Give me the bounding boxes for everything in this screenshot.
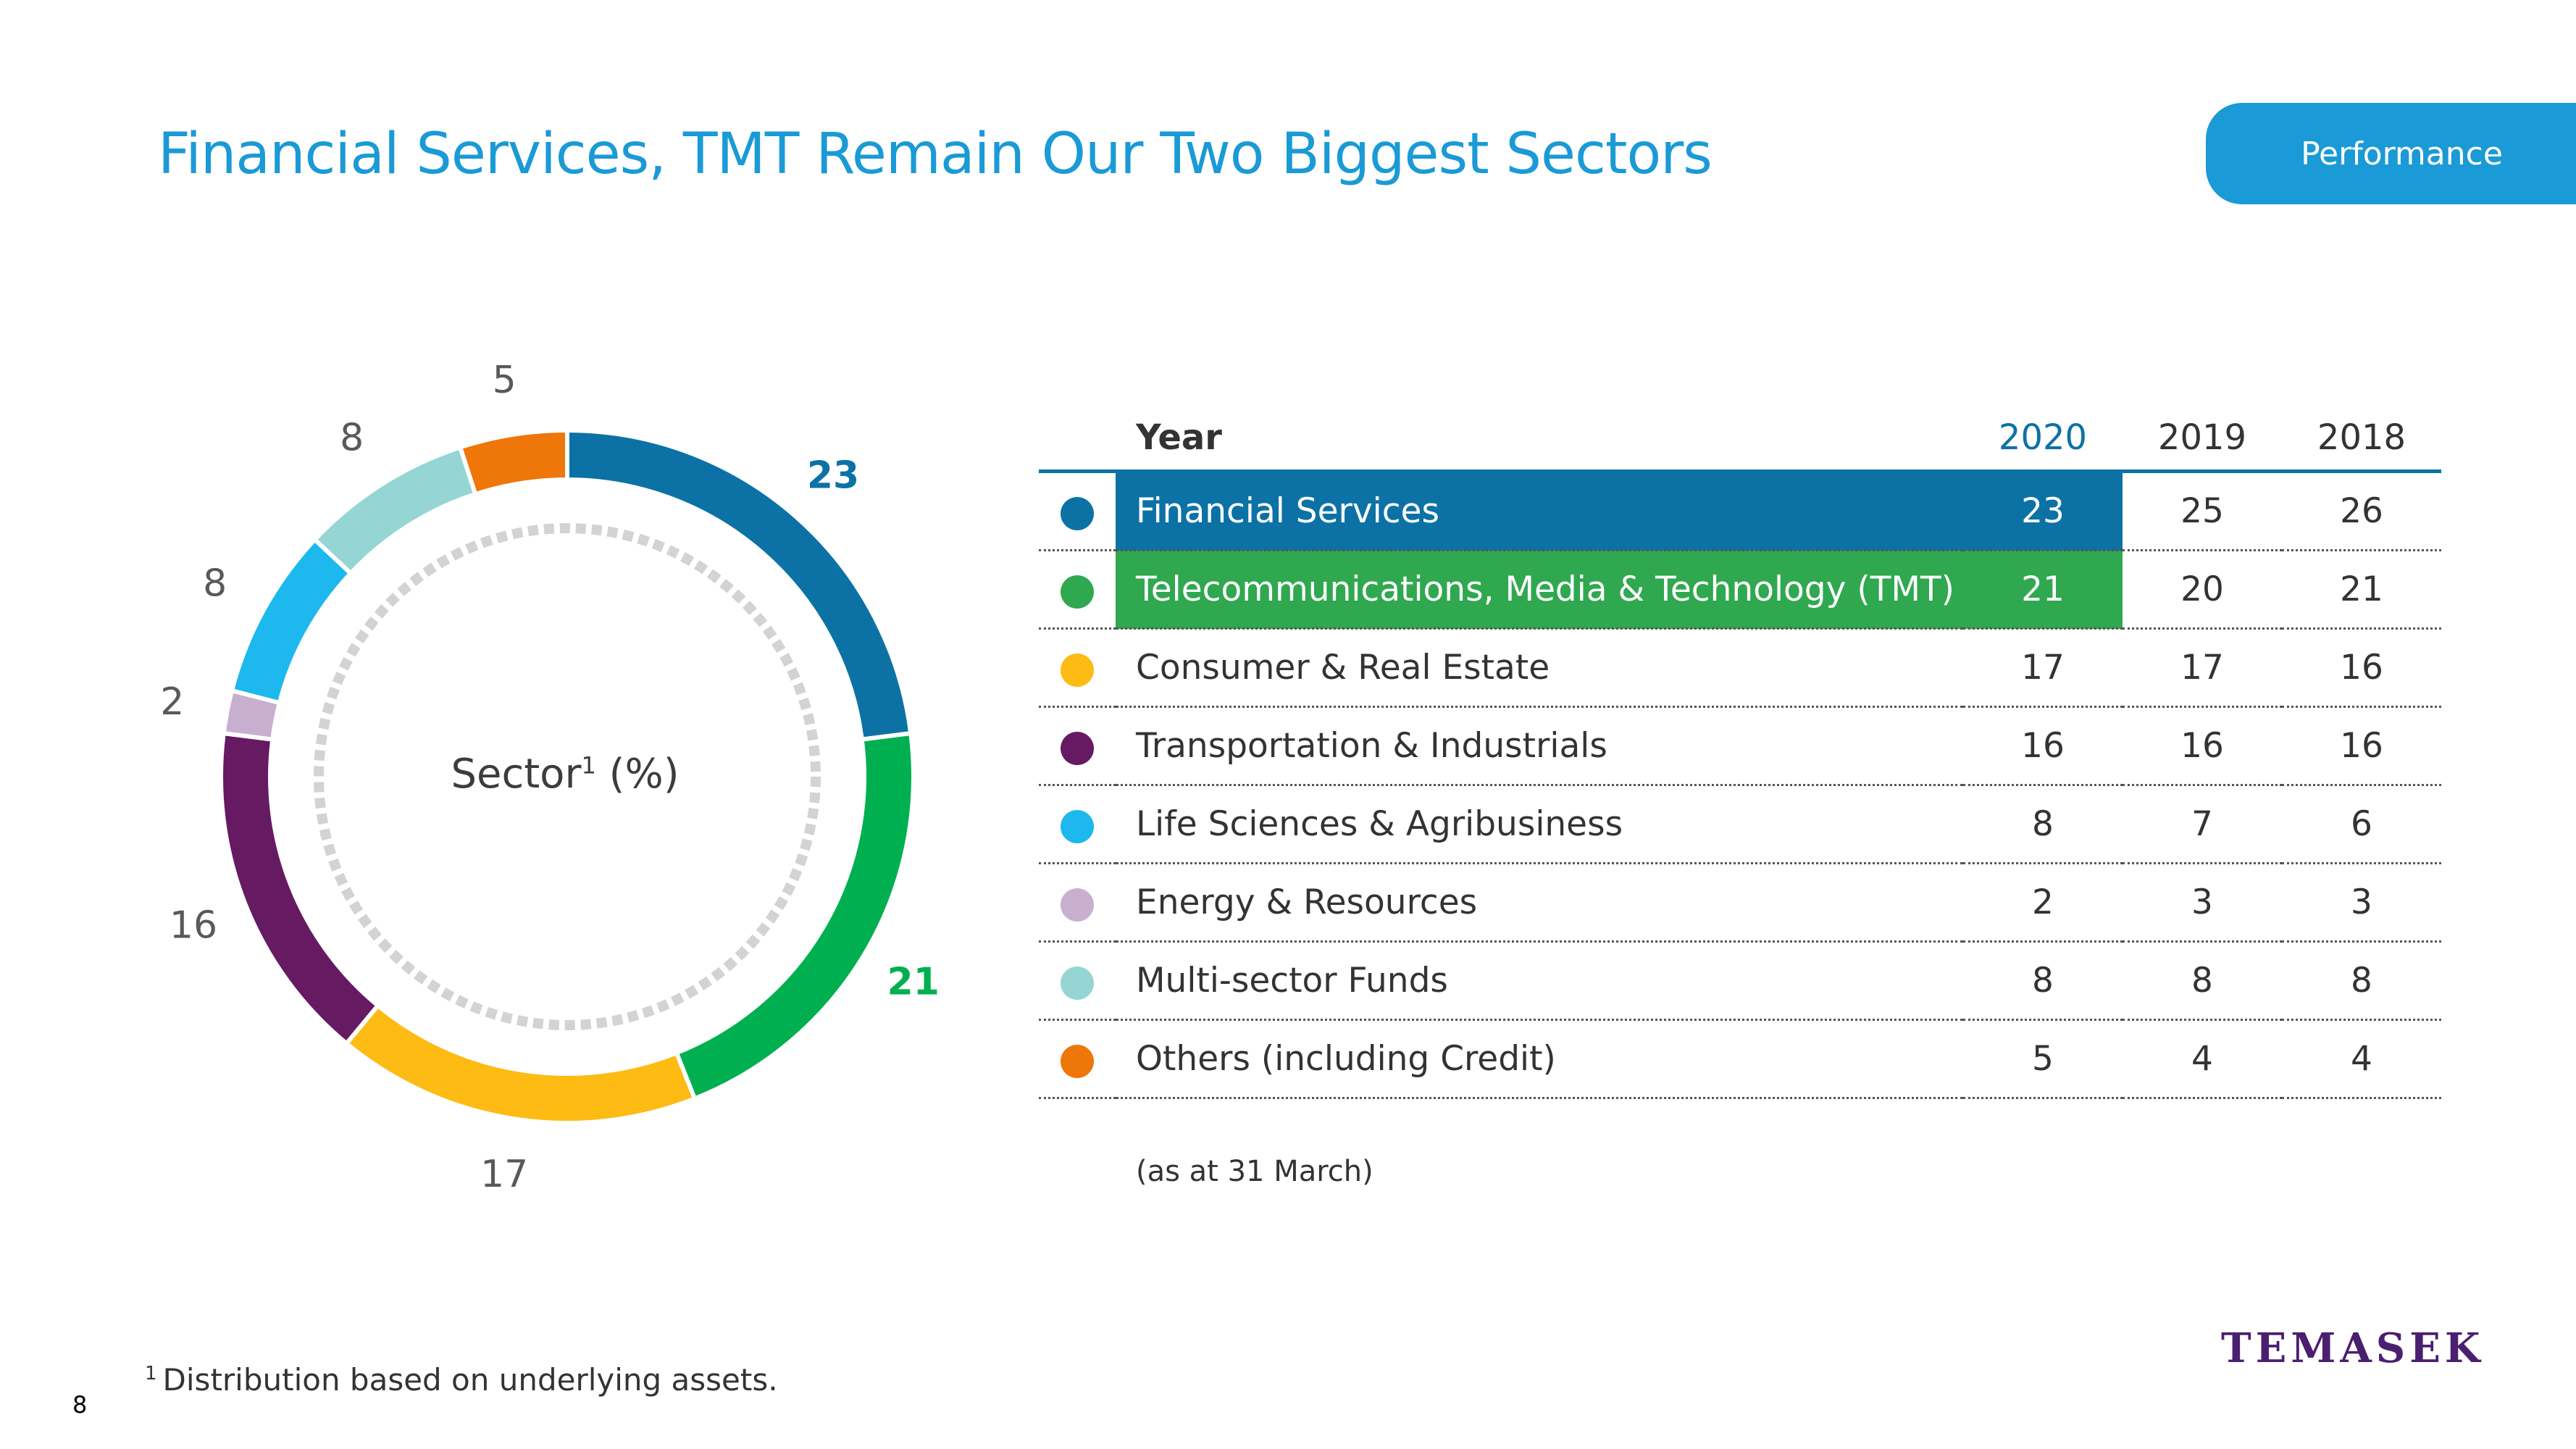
slice-data-label: 8 bbox=[203, 562, 227, 606]
footnote: 1 Distribution based on underlying assets… bbox=[145, 1362, 778, 1398]
table-row: Multi-sector Funds 8 8 8 bbox=[1039, 941, 2441, 1021]
value-2019: 8 bbox=[2123, 941, 2282, 1021]
slice-data-label: 8 bbox=[340, 416, 364, 459]
as-at-note: (as at 31 March) bbox=[1136, 1155, 1373, 1188]
value-2020: 16 bbox=[1963, 706, 2123, 786]
value-2018: 8 bbox=[2282, 941, 2441, 1021]
header-year-2018: 2018 bbox=[2282, 406, 2441, 473]
slice-data-label: 5 bbox=[493, 359, 517, 402]
value-2020: 17 bbox=[1963, 628, 2123, 708]
value-2020: 5 bbox=[1963, 1019, 2123, 1099]
value-2019: 3 bbox=[2123, 863, 2282, 943]
section-tag: Performance bbox=[2206, 103, 2576, 204]
center-label-suffix: (%) bbox=[595, 751, 679, 798]
legend-dot-icon bbox=[1061, 575, 1094, 609]
sector-label: Transportation & Industrials bbox=[1116, 706, 1963, 786]
value-2018: 3 bbox=[2282, 863, 2441, 943]
value-2020: 8 bbox=[1963, 941, 2123, 1021]
slice-data-label: 23 bbox=[807, 454, 859, 498]
value-2020: 21 bbox=[1963, 550, 2123, 630]
donut-slice bbox=[229, 536, 354, 706]
sector-label: Multi-sector Funds bbox=[1116, 941, 1963, 1021]
value-2018: 26 bbox=[2282, 471, 2441, 551]
header-year-2019: 2019 bbox=[2123, 406, 2282, 473]
value-2018: 4 bbox=[2282, 1019, 2441, 1099]
value-2019: 25 bbox=[2123, 471, 2282, 551]
legend-dot-cell bbox=[1039, 550, 1116, 630]
footnote-text: Distribution based on underlying assets. bbox=[162, 1362, 778, 1398]
table-row: Financial Services 23 25 26 bbox=[1039, 471, 2441, 551]
value-2019: 4 bbox=[2123, 1019, 2282, 1099]
header-year-2020: 2020 bbox=[1963, 406, 2123, 473]
sector-label: Telecommunications, Media & Technology (… bbox=[1116, 550, 1963, 630]
value-2018: 16 bbox=[2282, 628, 2441, 708]
page-number: 8 bbox=[72, 1391, 88, 1419]
legend-dot-icon bbox=[1061, 888, 1094, 922]
slice-data-label: 21 bbox=[887, 961, 940, 1004]
legend-dot-icon bbox=[1061, 653, 1094, 687]
inner-dashed-ring bbox=[314, 523, 821, 1030]
legend-dot-cell bbox=[1039, 863, 1116, 943]
value-2019: 20 bbox=[2123, 550, 2282, 630]
sector-label: Others (including Credit) bbox=[1116, 1019, 1963, 1099]
center-label-footnote-mark: 1 bbox=[581, 751, 596, 780]
value-2018: 21 bbox=[2282, 550, 2441, 630]
slice-data-label: 17 bbox=[480, 1153, 528, 1196]
legend-dot-icon bbox=[1061, 966, 1094, 1000]
slice-data-label: 2 bbox=[160, 680, 184, 724]
page-title: Financial Services, TMT Remain Our Two B… bbox=[158, 122, 1713, 187]
table-row: Consumer & Real Estate 17 17 16 bbox=[1039, 628, 2441, 708]
table-row: Others (including Credit) 5 4 4 bbox=[1039, 1019, 2441, 1099]
table-row: Telecommunications, Media & Technology (… bbox=[1039, 550, 2441, 630]
table-row: Energy & Resources 2 3 3 bbox=[1039, 863, 2441, 943]
legend-dot-cell bbox=[1039, 785, 1116, 864]
legend-dot-icon bbox=[1061, 809, 1094, 843]
value-2020: 23 bbox=[1963, 471, 2123, 551]
donut-slice bbox=[457, 427, 569, 497]
legend-dot-icon bbox=[1061, 731, 1094, 765]
legend-dot-cell bbox=[1039, 628, 1116, 708]
value-2019: 7 bbox=[2123, 785, 2282, 864]
legend-dot-cell bbox=[1039, 706, 1116, 786]
temasek-logo: TEMASEK bbox=[2221, 1324, 2485, 1372]
sector-label: Financial Services bbox=[1116, 471, 1963, 551]
value-2018: 6 bbox=[2282, 785, 2441, 864]
sector-label: Energy & Resources bbox=[1116, 863, 1963, 943]
value-2018: 16 bbox=[2282, 706, 2441, 786]
legend-dot-cell bbox=[1039, 941, 1116, 1021]
center-label-text: Sector bbox=[451, 751, 582, 798]
value-2019: 16 bbox=[2123, 706, 2282, 786]
footnote-mark: 1 bbox=[145, 1363, 157, 1385]
donut-slice bbox=[219, 730, 381, 1047]
table-row: Transportation & Industrials 16 16 16 bbox=[1039, 706, 2441, 786]
chart-center-label: Sector1 (%) bbox=[377, 751, 753, 798]
sector-table: Year 2020 2019 2018 Financial Services 23… bbox=[1039, 406, 2441, 1099]
value-2020: 8 bbox=[1963, 785, 2123, 864]
header-spacer bbox=[1039, 406, 1116, 473]
sector-label: Consumer & Real Estate bbox=[1116, 628, 1963, 708]
legend-dot-cell bbox=[1039, 471, 1116, 551]
header-year-label: Year bbox=[1116, 406, 1963, 473]
legend-dot-icon bbox=[1061, 496, 1094, 530]
legend-dot-icon bbox=[1061, 1044, 1094, 1078]
table-row: Life Sciences & Agribusiness 8 7 6 bbox=[1039, 785, 2441, 864]
table-header-row: Year 2020 2019 2018 bbox=[1039, 406, 2441, 473]
donut-slice bbox=[311, 444, 479, 577]
value-2019: 17 bbox=[2123, 628, 2282, 708]
legend-dot-cell bbox=[1039, 1019, 1116, 1099]
sector-label: Life Sciences & Agribusiness bbox=[1116, 785, 1963, 864]
value-2020: 2 bbox=[1963, 863, 2123, 943]
slice-data-label: 16 bbox=[170, 903, 217, 947]
